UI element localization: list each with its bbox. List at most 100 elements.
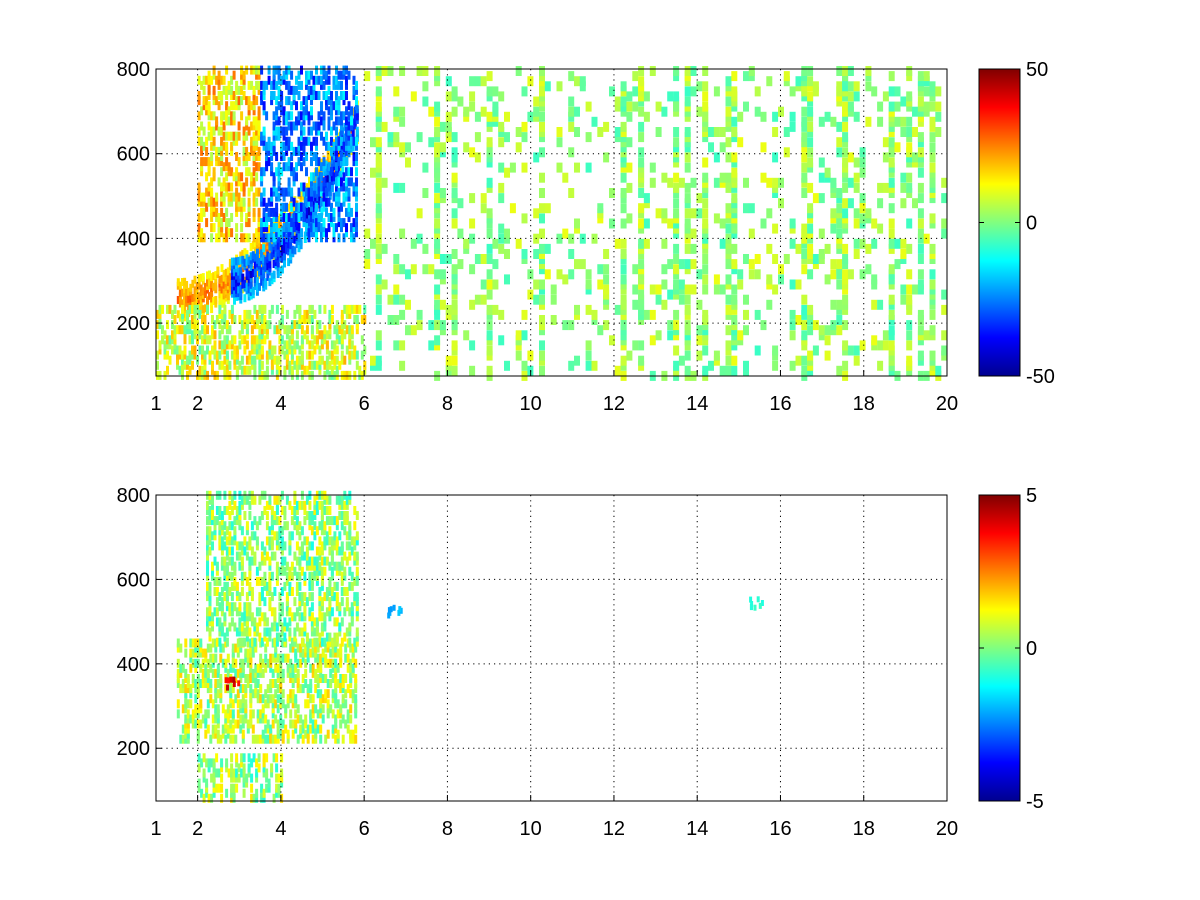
heatmap-cell: [213, 370, 217, 380]
heatmap-cell: [214, 724, 218, 734]
heatmap-cell: [737, 330, 744, 341]
heatmap-cell: [684, 96, 691, 107]
heatmap-cell: [225, 325, 229, 335]
heatmap-cell: [434, 71, 441, 82]
heatmap-cell: [220, 228, 224, 238]
heatmap-cell: [272, 121, 276, 131]
heatmap-cell: [283, 370, 287, 380]
heatmap-cell: [317, 157, 321, 167]
heatmap-cell: [338, 360, 342, 370]
heatmap-cell: [289, 709, 293, 719]
heatmap-cell: [230, 340, 234, 350]
heatmap-cell: [313, 511, 317, 520]
heatmap-cell: [305, 556, 309, 566]
heatmap-cell: [212, 272, 216, 281]
heatmap-cell: [204, 714, 208, 724]
heatmap-cell: [210, 207, 214, 217]
heatmap-cell: [305, 228, 309, 237]
heatmap-cell: [230, 495, 234, 505]
heatmap-cell: [196, 638, 200, 648]
heatmap-cell: [313, 561, 317, 571]
heatmap-cell: [375, 243, 382, 254]
heatmap-cell: [906, 152, 913, 163]
heatmap-cell: [227, 162, 231, 172]
heatmap-cell: [673, 188, 680, 198]
heatmap-cell: [250, 556, 254, 566]
heatmap-cell: [214, 643, 218, 653]
heatmap-cell: [253, 345, 257, 355]
heatmap-cell: [842, 274, 849, 285]
heatmap-cell: [667, 320, 674, 331]
heatmap-cell: [251, 709, 255, 719]
heatmap-cell: [286, 694, 290, 704]
heatmap-cell: [521, 86, 528, 97]
heatmap-cell: [166, 320, 169, 330]
heatmap-cell: [320, 355, 324, 365]
heatmap-cell: [439, 274, 446, 285]
heatmap-cell: [217, 228, 221, 238]
heatmap-cell: [208, 546, 212, 556]
heatmap-cell: [252, 106, 256, 116]
heatmap-cell: [206, 551, 209, 561]
heatmap-cell: [253, 622, 257, 632]
heatmap-cell: [187, 287, 191, 296]
heatmap-cell: [504, 274, 510, 285]
heatmap-cell: [216, 734, 220, 744]
heatmap-cell: [853, 355, 860, 366]
heatmap-cell: [405, 269, 411, 280]
heatmap-cell: [285, 233, 289, 243]
heatmap-cell: [238, 541, 242, 551]
heatmap-cell: [264, 724, 268, 734]
heatmap-cell: [186, 355, 189, 365]
heatmap-cell: [158, 309, 162, 319]
heatmap-cell: [906, 355, 913, 366]
heatmap-cell: [393, 340, 400, 351]
heatmap-cell: [568, 147, 575, 158]
heatmap-cell: [210, 111, 214, 121]
heatmap-cell: [859, 238, 866, 249]
heatmap-cell: [255, 248, 259, 257]
heatmap-cell: [300, 370, 304, 380]
heatmap-cell: [313, 571, 317, 581]
heatmap-cell: [297, 187, 301, 197]
heatmap-cell: [278, 495, 282, 505]
heatmap-cell: [253, 274, 257, 283]
heatmap-cell: [313, 627, 317, 637]
heatmap-cell: [345, 91, 348, 100]
heatmap-cell: [173, 340, 177, 350]
heatmap-cell: [183, 330, 187, 340]
heatmap-cell: [263, 335, 267, 345]
heatmap-cell: [347, 101, 351, 111]
heatmap-cell: [294, 663, 298, 673]
heatmap-cell: [288, 531, 292, 541]
heatmap-cell: [212, 172, 216, 182]
heatmap-cell: [234, 694, 238, 704]
heatmap-cell: [181, 299, 184, 308]
heatmap-cell: [251, 643, 255, 653]
heatmap-cell: [245, 233, 249, 243]
heatmap-cell: [434, 193, 441, 204]
heatmap-cell: [326, 689, 330, 699]
heatmap-cell: [399, 66, 406, 76]
heatmap-cell: [225, 101, 229, 111]
heatmap-cell: [315, 121, 318, 131]
heatmap-cell: [340, 223, 343, 233]
heatmap-cell: [255, 116, 259, 126]
heatmap-cell: [276, 259, 280, 268]
heatmap-cell: [191, 304, 194, 314]
heatmap-cell: [238, 551, 242, 561]
heatmap-cell: [250, 495, 254, 505]
heatmap-cell: [614, 238, 621, 249]
heatmap-cell: [197, 274, 201, 283]
heatmap-cell: [307, 233, 311, 243]
heatmap-cell: [306, 648, 310, 658]
heatmap-cell: [214, 638, 218, 648]
heatmap-cell: [609, 335, 615, 346]
heatmap-cell: [228, 602, 232, 612]
heatmap-cell: [273, 587, 277, 596]
heatmap-cell: [218, 304, 222, 314]
heatmap-cell: [434, 299, 441, 310]
heatmap-cell: [277, 85, 281, 95]
heatmap-cell: [289, 248, 293, 257]
heatmap-cell: [193, 325, 197, 335]
